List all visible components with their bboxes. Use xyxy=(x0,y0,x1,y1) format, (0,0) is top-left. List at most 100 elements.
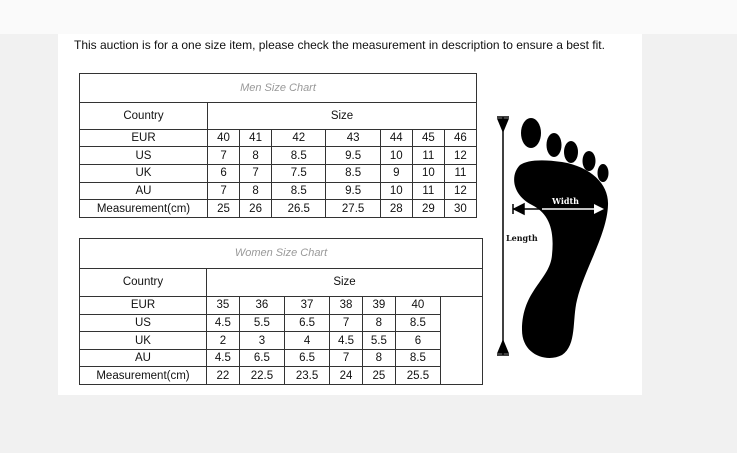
table-row: AU 7 8 8.5 9.5 10 11 12 xyxy=(79,181,478,201)
size-cell: 6 xyxy=(206,164,241,183)
width-label: Width xyxy=(551,196,579,206)
country-header: Country xyxy=(79,101,208,130)
size-cell: 4 xyxy=(283,331,331,350)
length-arrow xyxy=(496,116,510,356)
size-cell: 26 xyxy=(239,199,273,218)
size-cell: 6.5 xyxy=(238,348,285,368)
table-row: AU 4.5 6.5 6.5 7 8 8.5 xyxy=(79,348,483,368)
size-cell: 11 xyxy=(411,181,445,201)
size-cell: 43 xyxy=(325,128,381,148)
size-cell: 25.5 xyxy=(394,366,442,385)
table-row: US 7 8 8.5 9.5 10 11 12 xyxy=(79,146,478,165)
size-cell: 9.5 xyxy=(325,181,381,201)
table-row: UK 6 7 7.5 8.5 9 10 11 xyxy=(79,164,478,183)
size-cell: 8 xyxy=(361,348,396,368)
size-cell: 8.5 xyxy=(394,313,442,333)
size-cell: 37 xyxy=(283,296,331,315)
size-cell: 10 xyxy=(379,146,413,165)
table-row: Measurement(cm) 25 26 26.5 27.5 28 29 30 xyxy=(79,199,478,218)
length-label: Length xyxy=(506,233,538,243)
foot-measurement-diagram: Width Length xyxy=(496,116,609,358)
size-cell: 12 xyxy=(443,181,478,201)
size-cell: 41 xyxy=(239,128,273,148)
size-cell: 2 xyxy=(206,331,240,350)
size-cell: 10 xyxy=(411,164,445,183)
size-cell: 8.5 xyxy=(271,181,327,201)
fit-notice: This auction is for a one size item, ple… xyxy=(74,38,605,52)
table-row: Measurement(cm) 22 22.5 23.5 24 25 25.5 xyxy=(79,366,483,385)
size-cell: 45 xyxy=(411,128,445,148)
men-chart-title: Men Size Chart xyxy=(79,73,477,103)
size-cell: 6.5 xyxy=(283,313,331,333)
row-label: UK xyxy=(79,164,208,183)
size-cell: 8.5 xyxy=(271,146,327,165)
size-cell: 23.5 xyxy=(283,366,331,385)
size-cell: 8 xyxy=(361,313,396,333)
size-cell: 8.5 xyxy=(394,348,442,368)
size-cell: 4.5 xyxy=(329,331,363,350)
size-cell: 25 xyxy=(361,366,396,385)
row-label: US xyxy=(79,313,207,333)
size-cell: 44 xyxy=(379,128,413,148)
row-label: Measurement(cm) xyxy=(79,366,207,385)
size-cell: 42 xyxy=(271,128,327,148)
size-cell: 10 xyxy=(379,181,413,201)
size-cell: 5.5 xyxy=(361,331,396,350)
country-header: Country xyxy=(79,267,207,298)
size-cell: 29 xyxy=(411,199,445,218)
size-cell: 8.5 xyxy=(325,164,381,183)
width-arrow xyxy=(512,202,604,216)
size-cell: 7 xyxy=(329,313,363,333)
size-cell: 4.5 xyxy=(206,313,240,333)
women-size-chart: Women Size Chart Country Size EUR 35 3 6 37 38… xyxy=(79,238,483,385)
size-cell: 9.5 xyxy=(325,146,381,165)
size-cell: 6.5 xyxy=(283,348,331,368)
size-cell: 4.5 xyxy=(206,348,240,368)
size-cell: 8 xyxy=(239,146,273,165)
row-label: Measurement(cm) xyxy=(79,199,208,218)
size-cell: 40 xyxy=(394,296,442,315)
size-cell: 46 xyxy=(443,128,478,148)
size-cell: 3 xyxy=(238,331,285,350)
size-cell: 12 xyxy=(443,146,478,165)
table-row: EUR 40 41 42 43 44 45 46 xyxy=(79,128,478,148)
size-cell: 27.5 xyxy=(325,199,381,218)
table-row: UK 2 3 4 4.5 5.5 6 xyxy=(79,331,483,350)
size-cell: 35 xyxy=(206,296,240,315)
size-cell: 40 xyxy=(206,128,241,148)
size-cell: 28 xyxy=(379,199,413,218)
row-label: AU xyxy=(79,181,208,201)
row-label: EUR xyxy=(79,128,208,148)
size-cell: 7 xyxy=(239,164,273,183)
women-chart-title: Women Size Chart xyxy=(79,238,483,269)
size-cell: 7 xyxy=(329,348,363,368)
size-cell: 6 xyxy=(394,331,442,350)
empty-cell xyxy=(440,296,483,385)
row-label: US xyxy=(79,146,208,165)
size-cell: 7 xyxy=(206,181,241,201)
size-cell: 8 xyxy=(239,181,273,201)
row-label: EUR xyxy=(79,296,207,315)
row-label: AU xyxy=(79,348,207,368)
size-cell: 5.5 xyxy=(238,313,285,333)
table-row: US 4.5 5.5 6.5 7 8 8.5 xyxy=(79,313,483,333)
size-cell: 7 xyxy=(206,146,241,165)
size-cell: 22.5 xyxy=(238,366,285,385)
size-cell: 25 xyxy=(206,199,241,218)
size-cell: 11 xyxy=(411,146,445,165)
size-cell: 24 xyxy=(329,366,363,385)
size-cell: 11 xyxy=(443,164,478,183)
size-cell: 38 xyxy=(329,296,363,315)
size-cell: 7.5 xyxy=(271,164,327,183)
size-header: Size xyxy=(206,267,483,298)
row-label: UK xyxy=(79,331,207,350)
size-cell: 30 xyxy=(443,199,478,218)
size-cell: 22 xyxy=(206,366,240,385)
top-band xyxy=(0,0,737,34)
men-size-chart: Men Size Chart Country Size EUR 40 41 42 43 44… xyxy=(79,73,478,218)
size-header: Size xyxy=(207,101,477,130)
size-cell: 26.5 xyxy=(271,199,327,218)
table-row: EUR 35 3 6 37 38 39 40 xyxy=(79,296,483,385)
size-cell: 9 xyxy=(379,164,413,183)
size-cell: 39 xyxy=(361,296,396,315)
